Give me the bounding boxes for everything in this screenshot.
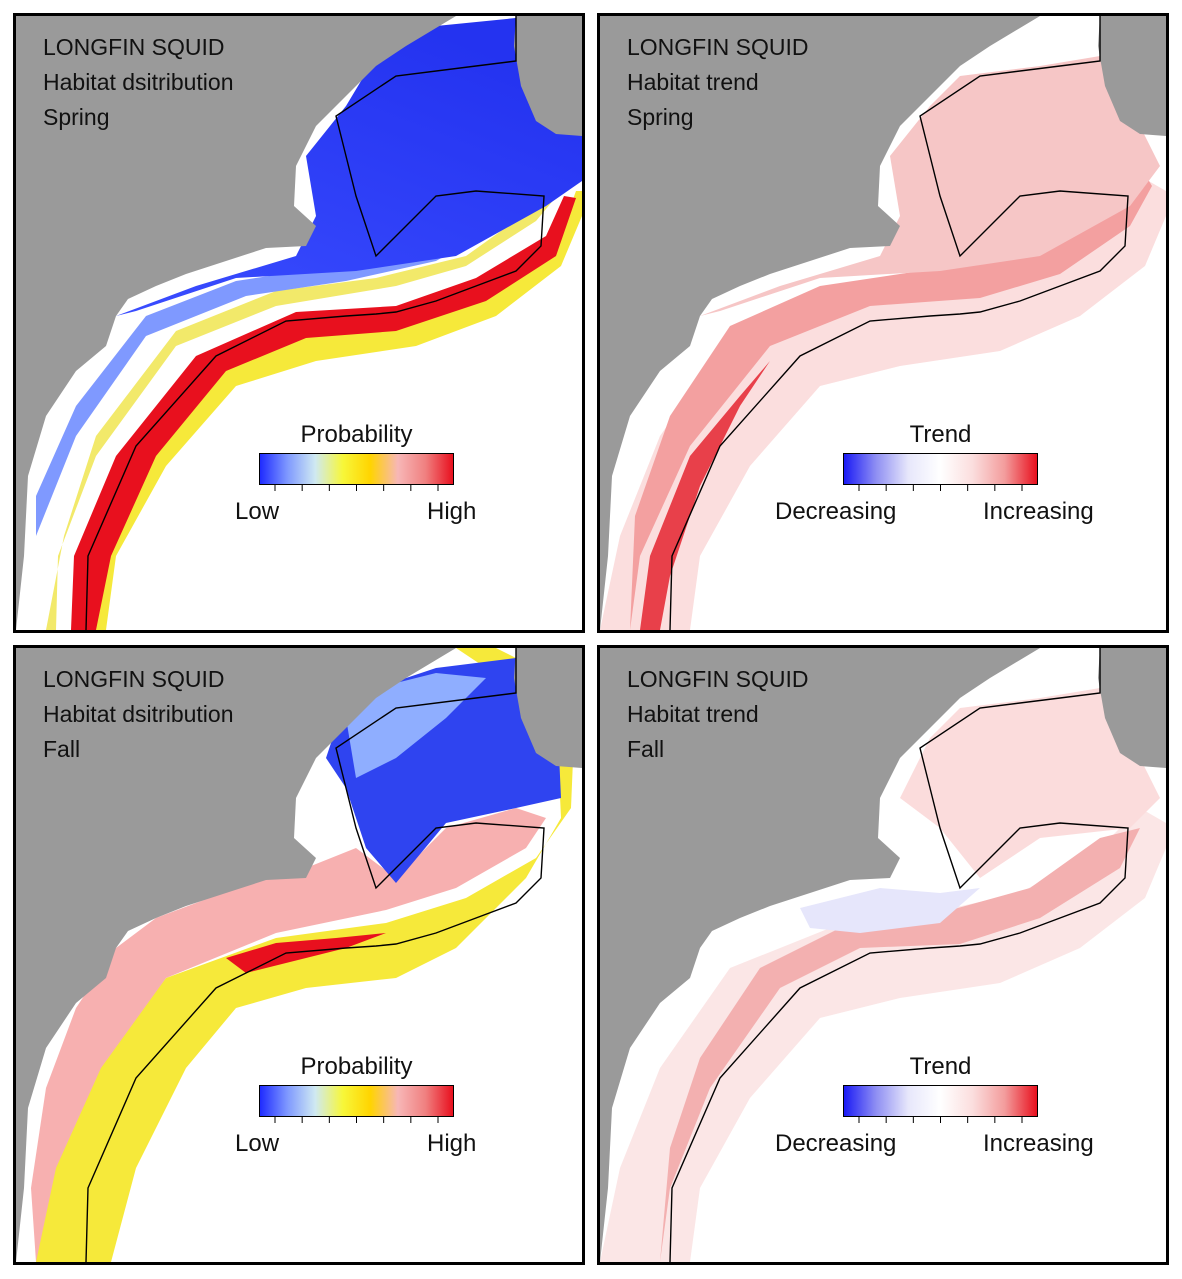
legend-colorbar <box>259 1085 454 1117</box>
panel-title-metric: Habitat trend <box>627 69 759 95</box>
habitat-map <box>600 16 1166 630</box>
trend-area-shelf <box>630 166 1152 630</box>
legend-ticks <box>858 1117 1023 1123</box>
trend-area-shelf <box>660 828 1140 1262</box>
habitat-map <box>16 16 582 630</box>
panel-title-metric: Habitat dsitribution <box>43 701 234 727</box>
habitat-band-shelf-pink <box>31 808 546 1262</box>
legend-ticks <box>858 485 1023 491</box>
shelf-break-contour <box>85 16 545 630</box>
panel-title-season: Fall <box>43 736 81 762</box>
trend-area-decrease <box>800 888 980 933</box>
panel-title-season: Spring <box>627 104 694 130</box>
panel-title-species: LONGFIN SQUID <box>43 34 225 60</box>
legend-colorbar <box>259 453 454 485</box>
land-mass <box>600 16 1040 630</box>
land-mass-east <box>514 16 582 136</box>
shelf-break-contour <box>85 648 545 1262</box>
legend-high-label: High <box>427 498 477 525</box>
land-mass <box>16 16 456 630</box>
land-mass-east <box>514 648 582 768</box>
map-panel-spring-distribution: LONGFIN SQUID Habitat dsitribution Sprin… <box>13 13 585 633</box>
trend-area-outer <box>600 176 1166 630</box>
map-panel-spring-trend: LONGFIN SQUID Habitat trend Spring Trend… <box>597 13 1169 633</box>
habitat-map <box>600 648 1166 1262</box>
legend-low-label: Decreasing <box>775 1130 897 1157</box>
legend-high-label: Increasing <box>983 1130 1094 1157</box>
land-mass <box>600 648 1040 1262</box>
legend-title: Trend <box>909 1053 972 1080</box>
land-mass-east <box>1098 16 1166 136</box>
panel-title-season: Spring <box>43 104 110 130</box>
habitat-band-shelf-red <box>71 196 576 630</box>
panel-title-species: LONGFIN SQUID <box>627 666 809 692</box>
trend-area-gulf <box>700 56 1160 316</box>
legend-colorbar <box>843 1085 1038 1117</box>
land-mass <box>16 648 456 1262</box>
legend-high-label: Increasing <box>983 498 1094 525</box>
panel-title-species: LONGFIN SQUID <box>43 666 225 692</box>
habitat-map <box>16 648 582 1262</box>
shelf-break-contour <box>669 16 1129 630</box>
legend-colorbar <box>843 453 1038 485</box>
legend-low-label: Low <box>235 1130 280 1157</box>
habitat-band-gulf-light <box>346 673 486 778</box>
trend-area-gulf <box>900 688 1160 878</box>
map-panel-fall-trend: LONGFIN SQUID Habitat trend Fall Trend D… <box>597 645 1169 1265</box>
shelf-break-contour <box>669 648 1129 1262</box>
legend-high-label: High <box>427 1130 477 1157</box>
legend-ticks <box>274 1117 439 1123</box>
panel-title-metric: Habitat trend <box>627 701 759 727</box>
legend-title: Probability <box>300 421 413 448</box>
legend-title: Probability <box>300 1053 413 1080</box>
panel-title-season: Fall <box>627 736 665 762</box>
legend-low-label: Decreasing <box>775 498 897 525</box>
legend-ticks <box>274 485 439 491</box>
legend-title: Trend <box>909 421 972 448</box>
panel-title-metric: Habitat dsitribution <box>43 69 234 95</box>
map-panel-fall-distribution: LONGFIN SQUID Habitat dsitribution Fall … <box>13 645 585 1265</box>
panel-title-species: LONGFIN SQUID <box>627 34 809 60</box>
legend-low-label: Low <box>235 498 280 525</box>
land-mass-east <box>1098 648 1166 768</box>
